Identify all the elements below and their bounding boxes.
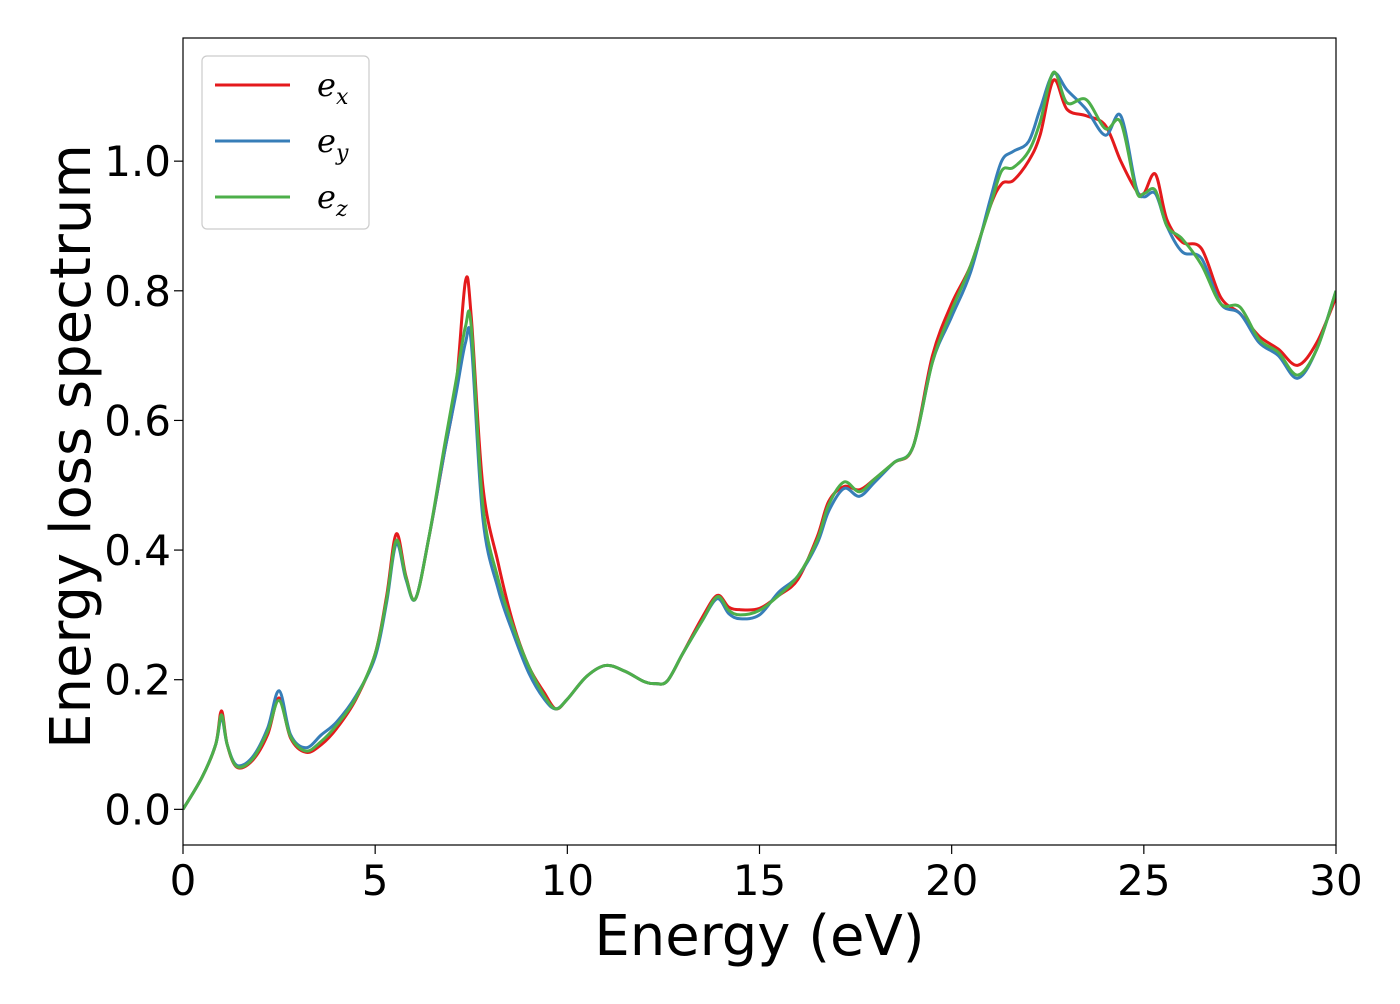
x-tick-label: 20	[925, 856, 978, 905]
x-tick-label: 10	[541, 856, 594, 905]
x-axis-title: Energy (eV)	[594, 904, 924, 969]
legend-label-subscript: x	[336, 85, 349, 110]
legend-label-subscript: z	[335, 197, 348, 222]
legend-label-z: ez	[317, 178, 348, 222]
y-tick-label: 0.8	[104, 267, 171, 316]
x-tick-label: 15	[733, 856, 786, 905]
series-line-z	[183, 70, 1336, 811]
legend-label-base: e	[317, 66, 336, 104]
y-axis-title: Energy loss spectrum	[39, 144, 104, 749]
x-axis-ticks: 0 5 10 15 20 25 30	[170, 845, 1363, 905]
y-tick-label: 1.0	[104, 137, 171, 186]
x-tick-label: 5	[362, 856, 389, 905]
x-tick-label: 0	[170, 856, 197, 905]
y-tick-label: 0.2	[104, 656, 171, 705]
legend-label-x: ex	[317, 66, 349, 110]
x-tick-label: 30	[1309, 856, 1362, 905]
y-tick-label: 0.0	[104, 785, 171, 834]
series-lines	[183, 70, 1336, 811]
legend-label-base: e	[317, 178, 336, 216]
y-tick-label: 0.6	[104, 396, 171, 445]
x-tick-label: 25	[1117, 856, 1170, 905]
legend-label-base: e	[317, 122, 336, 160]
y-axis-ticks: 0.0 0.2 0.4 0.6 0.8 1.0	[104, 137, 183, 834]
y-tick-label: 0.4	[104, 526, 171, 575]
legend-label-y: ey	[317, 122, 349, 166]
legend-label-subscript: y	[335, 141, 349, 166]
